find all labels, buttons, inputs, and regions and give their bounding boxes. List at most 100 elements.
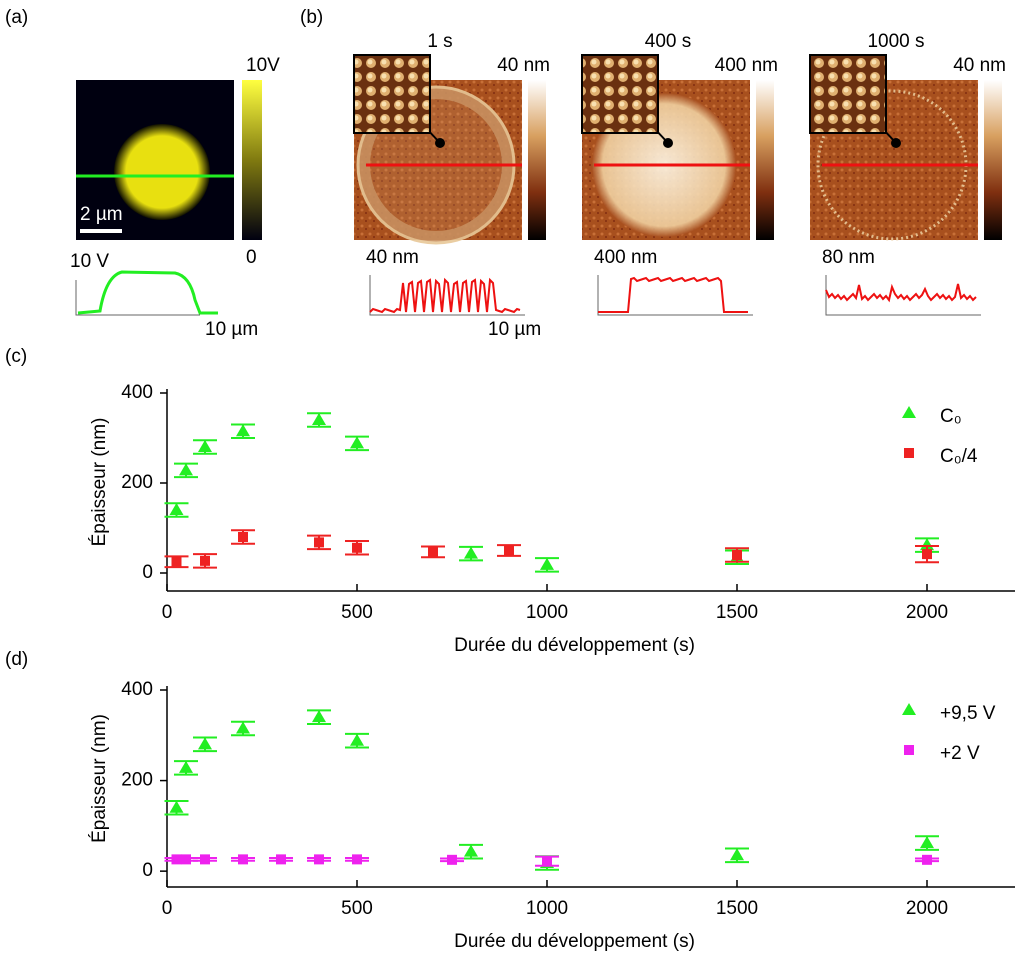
- inset-image: [581, 54, 659, 134]
- data-point: [179, 760, 193, 773]
- data-point: [169, 503, 184, 515]
- inset-dot: [435, 138, 445, 148]
- data-point: [200, 854, 210, 865]
- data-point: [200, 555, 210, 566]
- image-time: 1 s: [427, 31, 452, 52]
- inset-dot: [663, 138, 673, 148]
- data-point: [428, 546, 438, 557]
- data-point: [179, 463, 193, 476]
- x-tick-label: 0: [162, 602, 173, 623]
- panel-b: (b) 1 s 40 nm 40 nm 10 µm 400 s 400 nm 400 nm 1…: [300, 7, 1006, 340]
- inset-image: [353, 54, 431, 134]
- data-point: [238, 532, 248, 542]
- data-point: [276, 854, 286, 865]
- profile-y-label: 10 V: [70, 251, 109, 272]
- legend-label: C₀: [940, 406, 962, 427]
- panel-label: (b): [300, 7, 323, 28]
- y-tick-label: 400: [121, 679, 153, 700]
- data-point: [922, 549, 932, 560]
- data-point: [171, 556, 182, 567]
- data-point: [312, 710, 326, 723]
- data-point: [236, 721, 250, 734]
- y-axis-title: Épaisseur (nm): [89, 418, 110, 547]
- data-point: [447, 854, 457, 865]
- legend-label: +9,5 V: [940, 703, 996, 724]
- profile-curve: [825, 283, 977, 303]
- data-point: [236, 424, 250, 437]
- data-point: [464, 844, 478, 857]
- legend-label: C₀/4: [940, 446, 978, 467]
- x-tick-label: 500: [341, 898, 373, 919]
- profile-axes: [597, 275, 753, 316]
- profile-axes: [75, 280, 200, 316]
- data-point: [922, 854, 932, 865]
- data-point: [352, 854, 362, 865]
- panel-label: (c): [5, 346, 27, 367]
- x-axis-title: Durée du développement (s): [454, 635, 695, 656]
- profile-y-label: 400 nm: [594, 247, 657, 268]
- x-tick-label: 1500: [716, 898, 758, 919]
- data-point: [198, 440, 212, 452]
- colorbar: [528, 80, 546, 240]
- image-time: 400 s: [645, 31, 691, 52]
- colorbar: [242, 80, 262, 240]
- data-point: [920, 836, 934, 849]
- data-point: [920, 538, 934, 551]
- data-point: [350, 733, 364, 746]
- data-point: [352, 542, 362, 553]
- fluorescent-dot: [114, 124, 210, 220]
- x-tick-label: 1000: [526, 602, 568, 623]
- y-tick-label: 0: [142, 860, 153, 881]
- colorbar-max: 10V: [246, 55, 280, 76]
- panel-a: (a) 2 µm 10V 0 10 V 10 µm: [5, 7, 280, 340]
- data-point: [238, 854, 248, 865]
- legend-marker: [904, 448, 914, 458]
- data-point: [181, 854, 191, 865]
- profile-axes: [369, 275, 525, 316]
- y-tick-label: 200: [121, 770, 153, 791]
- data-point: [540, 557, 554, 570]
- legend-marker: [904, 745, 914, 755]
- y-tick-label: 200: [121, 472, 153, 493]
- data-point: [314, 854, 324, 865]
- inset-dot: [891, 138, 901, 148]
- profile-y-label: 80 nm: [822, 247, 875, 268]
- data-point: [464, 546, 478, 559]
- colorbar-max: 40 nm: [953, 55, 1006, 76]
- data-point: [350, 436, 364, 449]
- legend-marker: [902, 703, 916, 715]
- colorbar-max: 400 nm: [715, 55, 778, 76]
- x-axis-title: Durée du développement (s): [454, 931, 695, 952]
- data-point: [542, 856, 552, 867]
- x-tick-label: 500: [341, 602, 373, 623]
- profile-curve: [598, 276, 748, 313]
- profile-y-label: 40 nm: [366, 247, 419, 268]
- colorbar-max: 40 nm: [497, 55, 550, 76]
- data-point: [171, 854, 182, 865]
- data-point: [198, 737, 212, 750]
- image-time: 1000 s: [867, 31, 924, 52]
- y-axis-title: Épaisseur (nm): [89, 714, 110, 843]
- y-tick-label: 0: [142, 562, 153, 583]
- y-tick-label: 400: [121, 382, 153, 403]
- colorbar: [984, 80, 1002, 240]
- colorbar-min: 0: [246, 247, 257, 268]
- inset-image: [809, 54, 887, 134]
- profile-curve: [369, 277, 521, 314]
- data-point: [169, 800, 184, 813]
- data-point: [730, 848, 744, 861]
- x-tick-label: 1000: [526, 898, 568, 919]
- profile-x-label: 10 µm: [205, 319, 258, 340]
- profile-x-label: 10 µm: [488, 319, 541, 340]
- legend-label: +2 V: [940, 743, 980, 764]
- data-point: [732, 550, 742, 560]
- panel-label: (a): [5, 7, 28, 28]
- scale-bar-label: 2 µm: [80, 204, 123, 225]
- profile-curve: [77, 270, 218, 315]
- data-point: [312, 413, 326, 425]
- panel-label: (d): [5, 649, 28, 670]
- profile-axes: [825, 275, 981, 316]
- x-tick-label: 2000: [906, 602, 948, 623]
- x-tick-label: 1500: [716, 602, 758, 623]
